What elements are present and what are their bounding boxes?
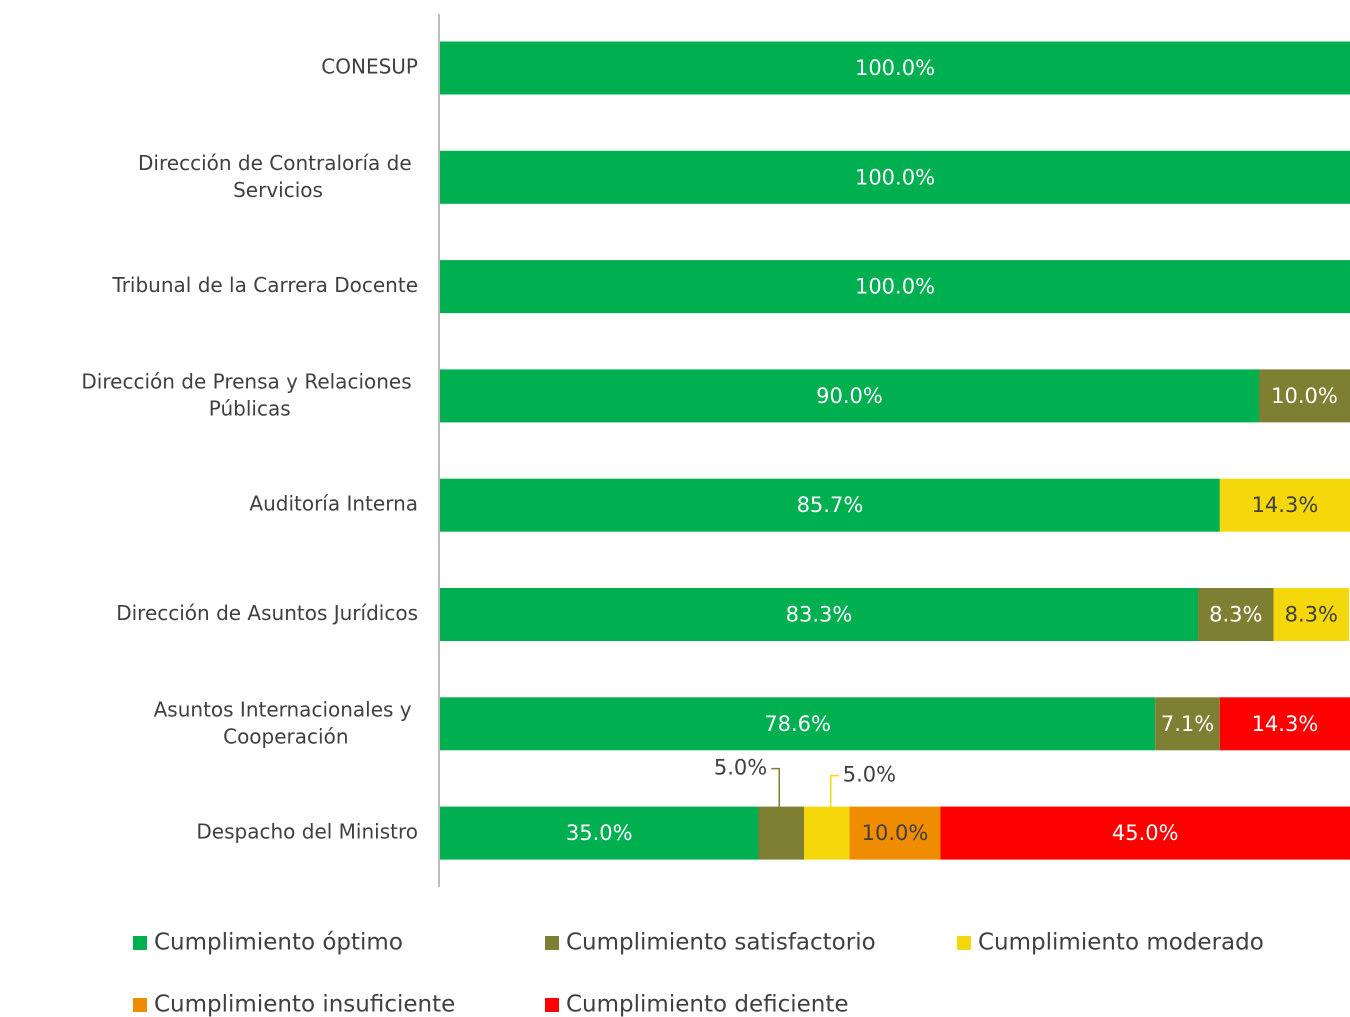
- data-label: 5.0%: [714, 756, 767, 780]
- data-label: 14.3%: [1252, 712, 1319, 736]
- data-label: 90.0%: [816, 384, 883, 408]
- data-label: 10.0%: [862, 821, 929, 845]
- bar-segment: [440, 478, 1220, 532]
- data-label: 100.0%: [855, 275, 935, 299]
- bar-segment: [1259, 369, 1350, 423]
- data-label: 14.3%: [1252, 493, 1319, 517]
- data-label: 83.3%: [786, 603, 853, 627]
- bar-segment: [849, 806, 941, 860]
- data-label: 45.0%: [1112, 821, 1179, 845]
- legend-swatch: [957, 936, 971, 950]
- bar-segment: [440, 806, 759, 860]
- bar-segment: [804, 806, 850, 860]
- category-label: Dirección de Asuntos Jurídicos: [116, 601, 418, 625]
- bar-segment: [440, 588, 1199, 641]
- category-label: Dirección de Contraloría de Servicios: [138, 150, 418, 201]
- leader-line: [771, 767, 780, 807]
- data-label: 100.0%: [855, 56, 935, 80]
- category-label: CONESUP: [321, 55, 418, 79]
- bar-segment: [1273, 588, 1350, 641]
- data-label: 7.1%: [1161, 712, 1214, 736]
- category-label: Tribunal de la Carrera Docente: [111, 273, 418, 297]
- data-label: 35.0%: [566, 821, 633, 845]
- legend-label: Cumplimiento moderado: [978, 930, 1264, 956]
- data-label: 100.0%: [855, 165, 935, 189]
- legend-label: Cumplimiento insuficiente: [154, 992, 455, 1017]
- legend-label: Cumplimiento deficiente: [566, 992, 849, 1017]
- legend-swatch: [545, 936, 559, 950]
- data-label: 5.0%: [843, 763, 896, 787]
- bar-segment: [1219, 478, 1350, 532]
- category-label: Asuntos Internacionales y Cooperación: [154, 697, 418, 748]
- bar-segment: [440, 150, 1350, 204]
- category-label: Dirección de Prensa y Relaciones Pública…: [81, 369, 418, 420]
- bar-segment: [1155, 697, 1220, 751]
- data-label: 85.7%: [797, 493, 864, 517]
- bar-segment: [440, 697, 1156, 751]
- data-label: 8.3%: [1209, 603, 1262, 627]
- category-label: Despacho del Ministro: [196, 820, 418, 844]
- bar-segment: [440, 41, 1350, 95]
- legend-label: Cumplimiento óptimo: [154, 930, 403, 956]
- legend-swatch: [133, 936, 147, 950]
- bar-segment: [440, 260, 1350, 314]
- legend-swatch: [545, 998, 559, 1012]
- data-label: 8.3%: [1285, 603, 1338, 627]
- legend-swatch: [133, 998, 147, 1012]
- bar-segment: [758, 806, 804, 860]
- leader-line: [830, 774, 839, 807]
- bar-segment: [1219, 697, 1350, 751]
- category-label: Auditoría Interna: [249, 492, 418, 516]
- bar-segment: [940, 806, 1350, 860]
- bar-segment: [440, 369, 1259, 423]
- legend-label: Cumplimiento satisfactorio: [566, 930, 876, 956]
- bar-segment: [1198, 588, 1274, 641]
- data-label: 78.6%: [764, 712, 831, 736]
- data-label: 10.0%: [1271, 384, 1338, 408]
